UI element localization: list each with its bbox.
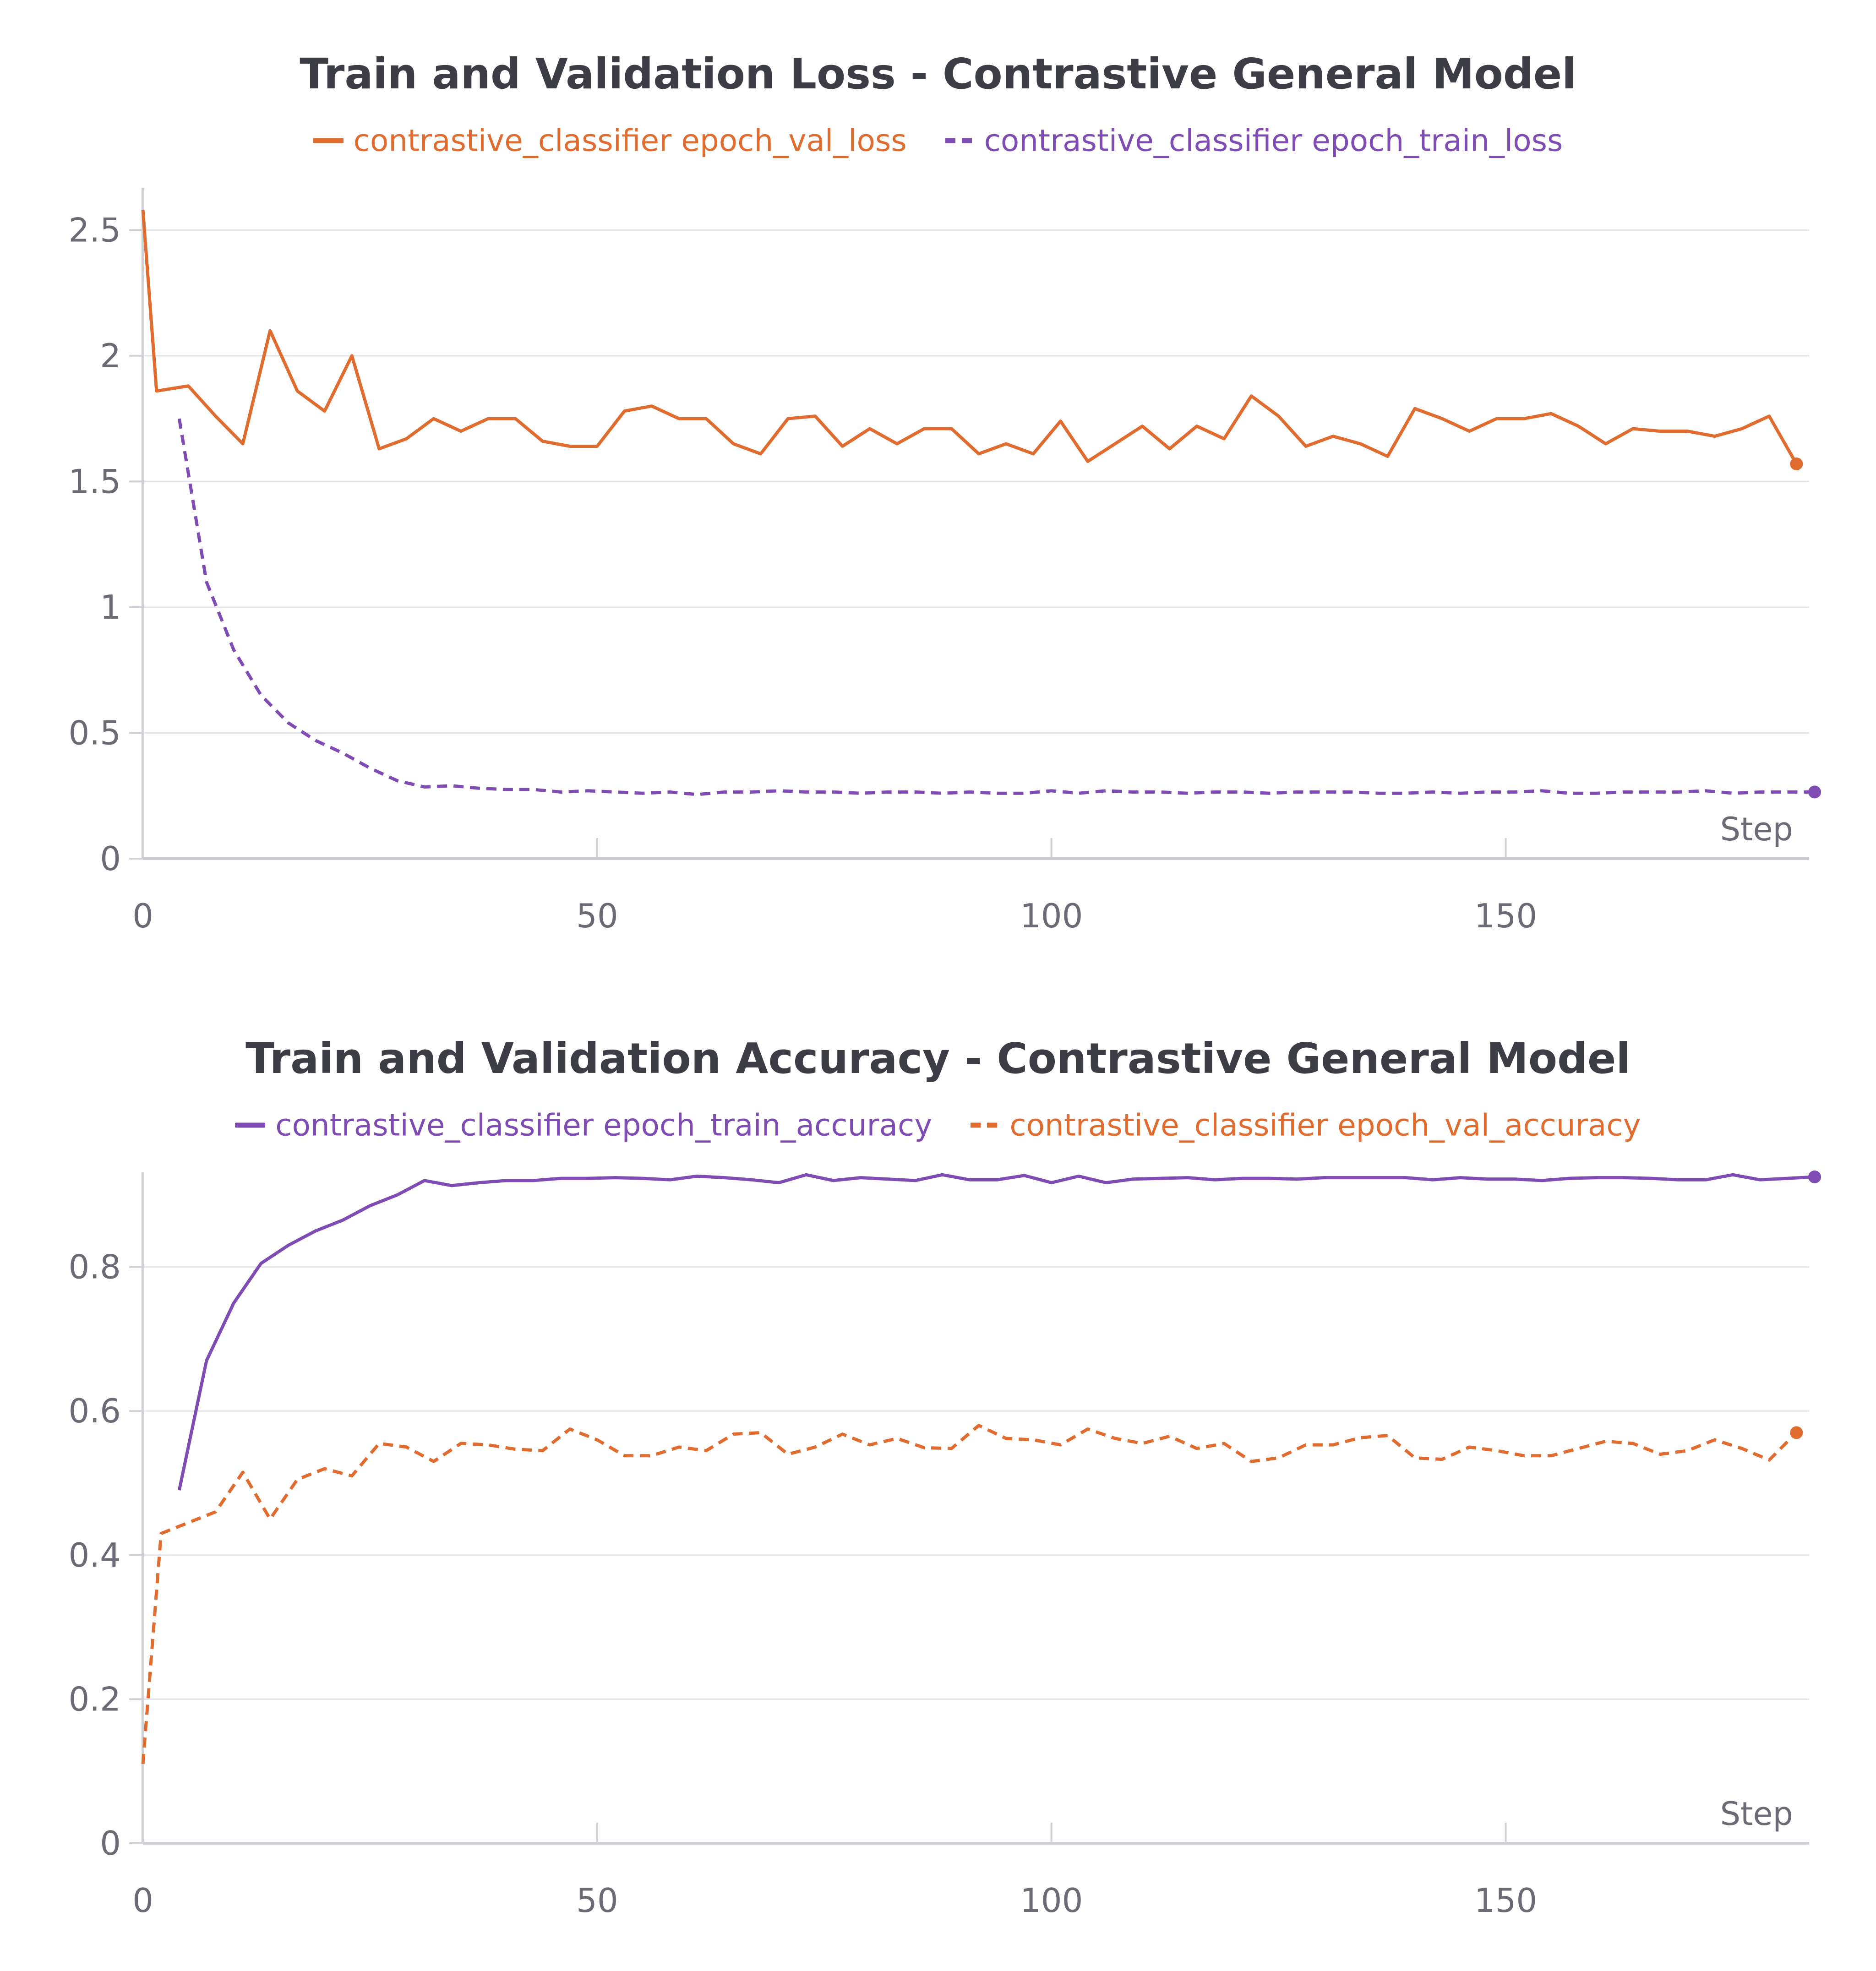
legend-label: contrastive_classifier epoch_train_loss [984, 123, 1563, 158]
series-line-1 [177, 1173, 1815, 1491]
y-tick-label: 0.8 [68, 1248, 121, 1286]
y-tick-label: 2.5 [68, 211, 121, 249]
x-tick-label: 100 [1020, 1881, 1083, 1920]
legend-label: contrastive_classifier epoch_val_accurac… [1009, 1107, 1641, 1143]
series-line-1 [141, 210, 1798, 465]
series-line-2 [177, 418, 1815, 796]
legend-item-train-loss[interactable]: contrastive_classifier epoch_train_loss [944, 121, 1563, 158]
x-tick-label: 100 [1020, 897, 1083, 935]
x-axis-title: Step [1720, 811, 1793, 848]
accuracy-chart-panel: Train and Validation Accuracy - Contrast… [0, 985, 1876, 1971]
y-tick-label: 1 [100, 588, 121, 626]
y-tick-label: 0.4 [68, 1536, 121, 1574]
legend-swatch-solid [235, 1122, 266, 1128]
legend-swatch-dashed [971, 1122, 998, 1128]
x-tick-label: 0 [132, 1881, 153, 1920]
y-tick-label: 2 [100, 337, 121, 375]
legend-swatch-dashed [945, 138, 973, 143]
series-end-point [1808, 1171, 1821, 1183]
legend-item-train-accuracy[interactable]: contrastive_classifier epoch_train_accur… [235, 1105, 932, 1143]
legend-swatch-solid [313, 138, 344, 143]
accuracy-plot-area: 0 0.2 0.4 0.6 0.8 0 50 100 150 Step [68, 1171, 1821, 1920]
x-tick-label: 0 [132, 897, 153, 935]
chart-legend: contrastive_classifier epoch_val_loss co… [0, 120, 1876, 158]
x-tick-label: 50 [576, 897, 618, 935]
chart-title: Train and Validation Accuracy - Contrast… [245, 1034, 1631, 1083]
y-tick-label: 1.5 [68, 462, 121, 501]
legend-label: contrastive_classifier epoch_val_loss [353, 123, 907, 158]
loss-chart-panel: Train and Validation Loss - Contrastive … [0, 0, 1876, 985]
y-tick-label: 0.6 [68, 1392, 121, 1430]
y-tick-label: 0.5 [68, 713, 121, 752]
series-end-point [1808, 785, 1821, 799]
chart-title: Train and Validation Loss - Contrastive … [300, 49, 1576, 98]
series-line-2 [141, 1424, 1798, 1764]
x-axis-title: Step [1720, 1795, 1793, 1833]
legend-label: contrastive_classifier epoch_train_accur… [275, 1107, 933, 1143]
y-tick-label: 0.2 [68, 1680, 121, 1718]
y-tick-label: 0 [100, 839, 121, 878]
legend-item-val-loss[interactable]: contrastive_classifier epoch_val_loss [313, 121, 907, 158]
legend-item-val-accuracy[interactable]: contrastive_classifier epoch_val_accurac… [969, 1105, 1641, 1143]
loss-plot-area: 0 0.5 1 1.5 2 2.5 0 50 100 150 Step [68, 188, 1821, 935]
x-tick-label: 50 [576, 1881, 618, 1920]
x-tick-label: 150 [1474, 1881, 1537, 1920]
chart-legend: contrastive_classifier epoch_train_accur… [0, 1105, 1876, 1143]
series-end-point [1790, 457, 1803, 470]
series-end-point [1790, 1426, 1803, 1439]
x-tick-label: 150 [1474, 897, 1537, 935]
y-tick-label: 0 [100, 1824, 121, 1862]
